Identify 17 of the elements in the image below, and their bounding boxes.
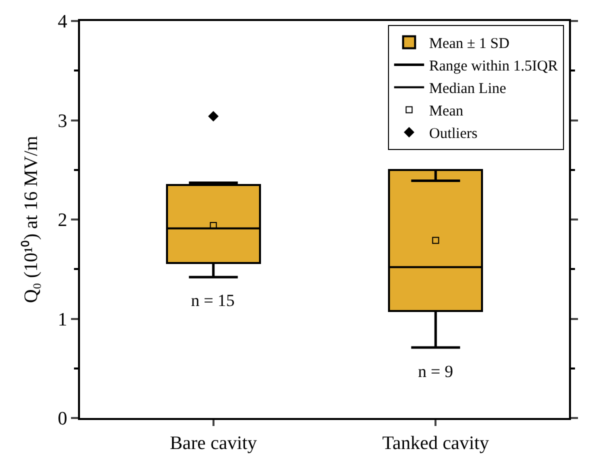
annotation: Range within 1.5IQR (429, 58, 558, 75)
y-tick-label: 4 (58, 12, 68, 33)
y-tick-label: 1 (58, 309, 68, 330)
legend-label: Mean ± 1 SD (429, 36, 510, 52)
y-axis-title: Q₀ (10¹⁰) at 16 MV/m (20, 136, 42, 304)
x-tick-label: Tanked cavity (382, 432, 490, 454)
annotation: Median Line (429, 81, 507, 98)
annotation: n = 15 (191, 291, 235, 310)
point (208, 111, 218, 122)
y-tick-label: 3 (58, 110, 68, 132)
y-tick-label: 2 (58, 210, 68, 232)
y-tick-label: 0 (58, 408, 68, 430)
legend-label: Outliers (429, 126, 478, 142)
legend-label: Mean (429, 104, 464, 120)
annotation: n = 9 (418, 362, 454, 381)
point (432, 236, 440, 244)
x-tick-label: Bare cavity (170, 432, 258, 454)
